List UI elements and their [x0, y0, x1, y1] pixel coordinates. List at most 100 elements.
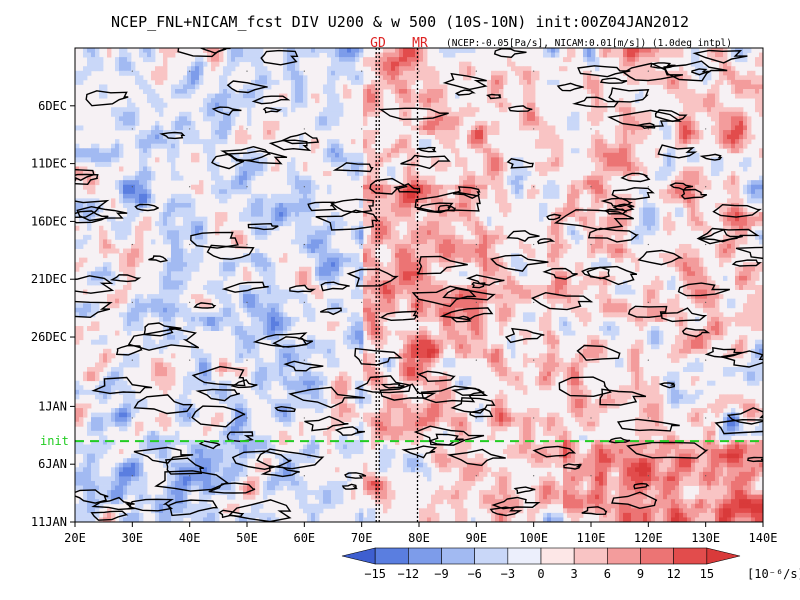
heat-cell: [643, 48, 648, 53]
heat-cell: [427, 189, 432, 195]
heat-cell: [747, 198, 752, 204]
heat-cell: [187, 202, 192, 208]
heat-cell: [375, 93, 380, 99]
heat-cell: [343, 166, 348, 172]
heat-cell: [231, 152, 236, 158]
heat-cell: [231, 98, 236, 104]
chart-subtitle: (NCEP:-0.05[Pa/s], NICAM:0.01[m/s]) (1.0…: [446, 38, 732, 49]
heat-cell: [591, 180, 596, 186]
heat-cell: [603, 271, 608, 277]
heat-cell: [655, 70, 660, 76]
heat-cell: [211, 184, 216, 190]
heat-cell: [747, 139, 752, 145]
heat-cell: [303, 280, 308, 286]
heat-cell: [619, 125, 624, 131]
heat-cell: [399, 70, 404, 76]
heat-cell: [331, 61, 336, 67]
heat-cell: [527, 79, 532, 85]
heat-cell: [747, 125, 752, 131]
heat-cell: [123, 266, 128, 272]
heat-cell: [723, 216, 728, 222]
heat-cell: [99, 234, 104, 240]
heat-cell: [331, 157, 336, 163]
heat-cell: [455, 257, 460, 263]
heat-cell: [639, 130, 644, 135]
heat-cell: [115, 180, 120, 186]
heat-cell: [495, 184, 500, 190]
heat-cell: [383, 234, 388, 240]
heat-cell: [195, 257, 200, 263]
heat-cell: [399, 253, 404, 259]
heat-cell: [387, 70, 392, 76]
heat-cell: [155, 120, 160, 126]
heat-cell: [599, 175, 604, 181]
heat-cell: [659, 285, 664, 290]
heat-cell: [591, 230, 596, 236]
heat-cell: [271, 294, 276, 300]
heat-cell: [707, 225, 712, 231]
heat-cell: [203, 102, 208, 108]
heat-cell: [663, 257, 668, 263]
heat-cell: [79, 75, 84, 81]
heat-cell: [351, 166, 356, 172]
heat-cell: [551, 125, 556, 131]
heat-cell: [163, 271, 168, 277]
heat-cell: [431, 275, 436, 281]
heat-cell: [623, 107, 628, 113]
heat-cell: [727, 79, 732, 85]
heat-cell: [419, 193, 424, 199]
heat-cell: [91, 152, 96, 158]
heat-cell: [619, 130, 624, 135]
heat-cell: [691, 48, 696, 53]
heat-cell: [315, 125, 320, 131]
heat-cell: [235, 48, 240, 53]
heat-cell: [211, 120, 216, 126]
heat-cell: [483, 148, 488, 154]
heat-cell: [371, 166, 376, 172]
heat-cell: [291, 102, 296, 108]
heat-cell: [731, 253, 736, 259]
heat-cell: [183, 212, 188, 218]
heat-cell: [531, 70, 536, 76]
heat-cell: [647, 225, 652, 231]
heat-cell: [719, 157, 724, 163]
heat-cell: [463, 70, 468, 76]
heat-cell: [735, 243, 740, 249]
heat-cell: [451, 52, 456, 58]
heat-cell: [599, 230, 604, 236]
heat-cell: [487, 248, 492, 254]
heat-cell: [271, 130, 276, 135]
heat-cell: [755, 57, 760, 63]
heat-cell: [303, 161, 308, 167]
heat-cell: [543, 171, 548, 177]
heat-cell: [399, 61, 404, 67]
heat-cell: [539, 216, 544, 222]
heat-cell: [607, 248, 612, 254]
heat-cell: [567, 207, 572, 213]
heat-cell: [283, 212, 288, 218]
heat-cell: [755, 212, 760, 218]
heat-cell: [359, 230, 364, 236]
heat-cell: [127, 275, 132, 281]
heat-cell: [375, 98, 380, 104]
heat-cell: [427, 243, 432, 249]
heat-cell: [687, 120, 692, 126]
heat-cell: [227, 271, 232, 277]
heat-cell: [479, 262, 484, 268]
heat-cell: [727, 143, 732, 149]
heat-cell: [243, 102, 248, 108]
heat-cell: [419, 257, 424, 263]
heat-cell: [695, 253, 700, 259]
heat-cell: [695, 171, 700, 177]
heat-cell: [435, 125, 440, 131]
heat-cell: [447, 120, 452, 126]
heat-cell: [127, 180, 132, 186]
heat-cell: [479, 143, 484, 149]
heat-cell: [471, 125, 476, 131]
heat-cell: [159, 216, 164, 222]
heat-cell: [755, 75, 760, 81]
heat-cell: [375, 285, 380, 290]
heat-cell: [579, 221, 584, 227]
heat-cell: [335, 161, 340, 167]
heat-cell: [471, 66, 476, 72]
